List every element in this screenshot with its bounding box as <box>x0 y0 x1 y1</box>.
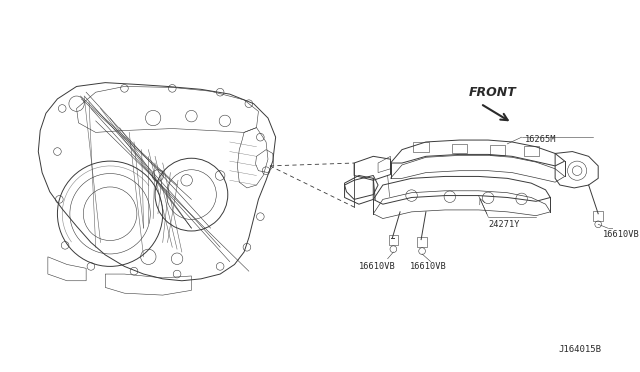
Text: J164015B: J164015B <box>558 346 601 355</box>
Text: 24271Y: 24271Y <box>488 221 520 230</box>
Text: 16610VB: 16610VB <box>603 230 640 239</box>
Text: 16265M: 16265M <box>525 135 556 144</box>
Text: FRONT: FRONT <box>469 86 516 99</box>
Text: 16610VB: 16610VB <box>410 262 446 270</box>
Text: 16610VB: 16610VB <box>359 262 396 270</box>
